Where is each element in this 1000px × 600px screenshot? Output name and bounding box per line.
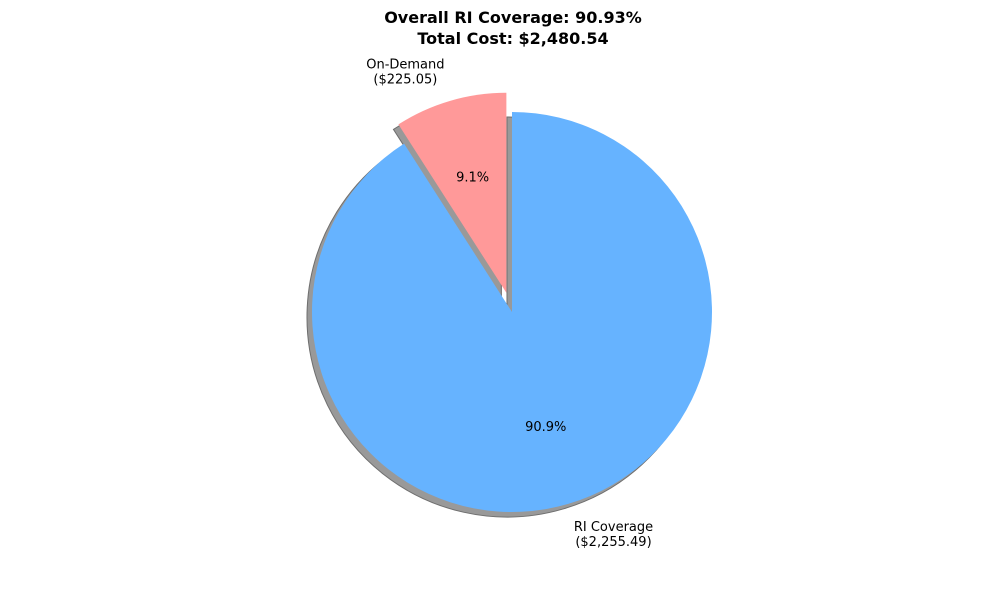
slice-amount-on-demand: ($225.05)	[373, 73, 437, 88]
slice-label-on-demand: On-Demand ($225.05)	[366, 58, 444, 88]
pie-slice-ri-coverage	[312, 112, 713, 512]
slice-name-on-demand: On-Demand	[366, 58, 444, 73]
pie-slices	[312, 92, 713, 512]
slice-amount-ri-coverage: ($2,255.49)	[575, 535, 651, 550]
pie-slice-on-demand	[398, 92, 507, 293]
slice-label-ri-coverage: RI Coverage ($2,255.49)	[574, 520, 653, 550]
chart-title-line-2: Total Cost: $2,480.54	[417, 29, 608, 48]
pct-label-on-demand: 9.1%	[456, 171, 489, 186]
slice-name-ri-coverage: RI Coverage	[574, 520, 653, 535]
pct-label-ri-coverage: 90.9%	[525, 420, 566, 435]
slice-labels: 90.9% RI Coverage ($2,255.49) 9.1% On-Demand…	[366, 58, 653, 550]
chart-title-line-1: Overall RI Coverage: 90.93%	[384, 8, 642, 27]
